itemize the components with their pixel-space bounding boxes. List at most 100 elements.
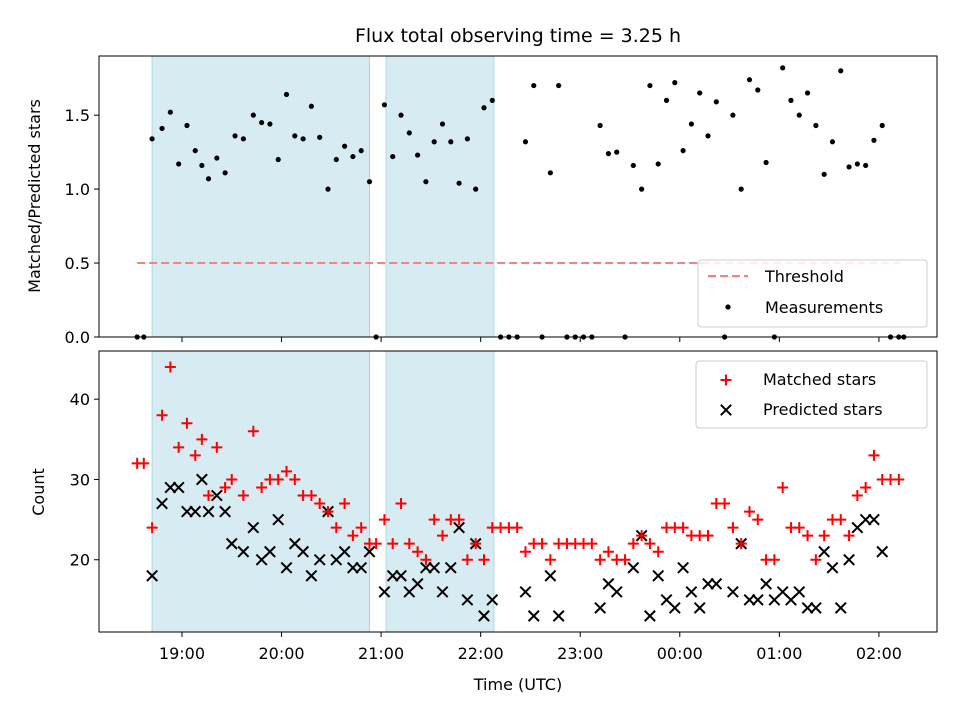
top-y-tick-label: 1.0 — [65, 180, 90, 199]
matched-star-point — [289, 473, 301, 485]
predicted-star-point — [264, 545, 276, 558]
measurement-point — [205, 176, 212, 182]
matched-star-point — [470, 538, 482, 550]
predicted-star-point — [461, 593, 474, 606]
measurement-point — [755, 87, 761, 93]
matched-star-point — [181, 417, 193, 429]
measurement-point — [250, 112, 256, 118]
measurement-point — [697, 90, 703, 96]
measurement-point — [240, 136, 246, 142]
measurement-point — [672, 80, 678, 86]
bottom-y-tick-label: 40 — [70, 390, 90, 409]
matched-star-point — [586, 538, 598, 550]
predicted-star-point — [225, 537, 238, 550]
predicted-star-point — [793, 585, 806, 598]
bottom-y-tick-label: 20 — [70, 551, 90, 570]
matched-star-point — [322, 506, 334, 518]
measurement-point — [879, 122, 885, 129]
measurement-point — [423, 179, 429, 185]
top-y-tick-label: 0.5 — [65, 254, 90, 273]
measurement-point — [275, 156, 281, 163]
bottom-legend: Matched stars Predicted stars — [695, 360, 928, 429]
measurement-point — [308, 103, 315, 109]
measurement-point — [448, 139, 454, 145]
predicted-star-point — [818, 545, 831, 558]
x-tick-label: 21:00 — [358, 644, 404, 663]
measurement-point — [796, 112, 802, 118]
matched-star-point — [594, 554, 606, 566]
x-tick-label: 19:00 — [159, 644, 205, 663]
predicted-star-point — [237, 545, 250, 558]
matched-star-point — [802, 530, 814, 542]
predicted-star-point — [627, 561, 640, 574]
predicted-star-point — [297, 545, 310, 558]
legend-measurements-label: Measurements — [765, 298, 883, 317]
legend-predicted-label: Predicted stars — [763, 400, 883, 419]
measurement-point — [821, 171, 827, 177]
measurement-point — [431, 139, 437, 145]
bottom-legend-box — [695, 360, 928, 429]
matched-star-point — [868, 449, 880, 461]
matched-star-point — [355, 522, 367, 534]
matched-star-point — [777, 481, 789, 493]
matched-star-point — [247, 425, 259, 437]
measurement-point — [804, 90, 811, 96]
top-legend: Threshold Measurements — [697, 259, 928, 328]
matched-star-point — [305, 490, 317, 502]
matched-star-point — [536, 538, 548, 550]
predicted-star-point — [172, 481, 185, 494]
matched-star-point — [752, 514, 764, 526]
bottom-y-tick-label: 30 — [70, 470, 90, 489]
matched-star-point — [189, 449, 201, 461]
matched-star-point — [395, 498, 407, 510]
predicted-star-point — [519, 585, 532, 598]
measurement-point — [556, 82, 562, 89]
measurement-point — [705, 133, 711, 139]
measurement-point — [214, 155, 220, 161]
matched-star-point — [219, 481, 231, 493]
matched-star-point — [370, 538, 382, 550]
measurement-point — [863, 162, 869, 169]
measurement-point — [763, 159, 769, 166]
chart-title: Flux total observing time = 3.25 h — [355, 25, 681, 47]
matched-star-point — [743, 506, 755, 518]
predicted-star-point — [378, 585, 391, 598]
predicted-star-point — [189, 505, 202, 518]
bottom-x-ticks: 19:00 20:00 21:00 22:00 23:00 00:00 01:00 02:00 — [159, 632, 902, 663]
matched-star-point — [237, 490, 249, 502]
top-legend-box — [697, 259, 928, 328]
measurement-point — [456, 180, 462, 186]
measurement-point — [398, 112, 404, 118]
predicted-star-point — [436, 585, 449, 598]
measurement-point — [159, 125, 165, 132]
matched-star-point — [602, 546, 614, 558]
predicted-star-point — [552, 610, 565, 622]
measurement-point — [358, 148, 364, 154]
measurement-point — [341, 143, 348, 149]
x-tick-label: 20:00 — [258, 644, 304, 663]
matched-star-point — [436, 530, 448, 542]
predicted-star-point — [685, 585, 698, 598]
matched-star-point — [281, 465, 293, 477]
predicted-star-point — [395, 569, 407, 582]
matched-star-point — [314, 498, 326, 510]
predicted-star-point — [486, 593, 499, 606]
predicted-star-point — [411, 577, 424, 590]
predicted-star-point — [668, 602, 681, 614]
predicted-star-point — [428, 561, 441, 574]
matched-star-point — [461, 554, 473, 566]
top-y-ticks: 0.0 0.5 1.0 1.5 — [65, 106, 99, 347]
predicted-star-point — [305, 569, 318, 582]
top-shaded-interval — [151, 55, 370, 338]
matched-star-point — [478, 554, 490, 566]
measurement-point — [531, 82, 537, 89]
matched-star-point — [339, 498, 351, 510]
measurement-point — [406, 130, 412, 136]
matched-star-point — [768, 554, 780, 566]
predicted-star-point — [652, 569, 665, 582]
measurement-point — [259, 119, 265, 126]
bottom-panel: 20 30 40 19:00 20:00 21:00 22:00 23:00 00:00 01:… — [29, 350, 938, 694]
matched-star-point — [644, 538, 656, 550]
measurement-point — [481, 105, 487, 111]
